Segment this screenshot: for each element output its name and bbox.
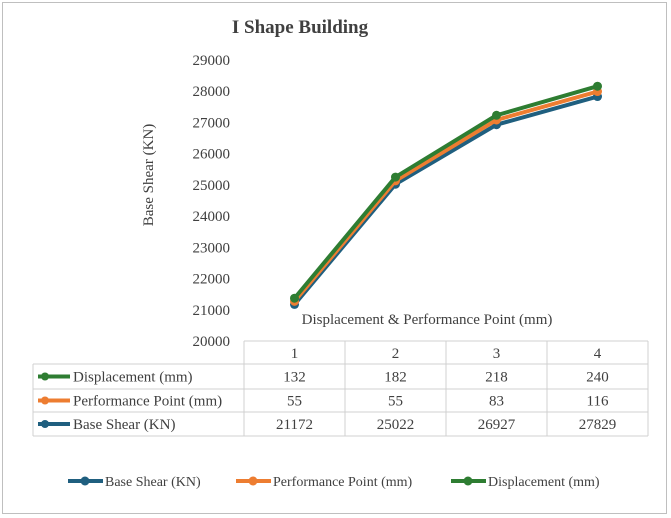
legend: Base Shear (KN) Performance Point (mm) Dis… bbox=[68, 475, 600, 490]
legend-label: Displacement (mm) bbox=[488, 475, 600, 490]
y-tick-label: 23000 bbox=[193, 240, 231, 256]
y-tick-label: 25000 bbox=[193, 178, 231, 194]
table-cell: 27829 bbox=[579, 417, 617, 433]
chart-frame bbox=[2, 2, 667, 514]
y-tick-label: 20000 bbox=[193, 334, 231, 350]
y-tick-label: 21000 bbox=[193, 303, 231, 319]
series-line bbox=[292, 89, 599, 303]
table-cell: 116 bbox=[587, 394, 609, 410]
category-label: 1 bbox=[291, 346, 299, 362]
table-cell: 218 bbox=[485, 370, 508, 386]
table-legend-key-marker bbox=[41, 396, 49, 405]
series-line bbox=[292, 94, 599, 306]
legend-key-marker bbox=[463, 476, 473, 486]
series-point bbox=[492, 110, 501, 120]
y-tick-label: 28000 bbox=[193, 84, 231, 100]
table-row-label: Base Shear (KN) bbox=[73, 417, 175, 433]
chart-title: I Shape Building bbox=[232, 17, 369, 38]
table-row-label: Performance Point (mm) bbox=[73, 394, 222, 410]
legend-label: Base Shear (KN) bbox=[105, 475, 201, 490]
table-cell: 132 bbox=[283, 370, 306, 386]
table-row-label: Displacement (mm) bbox=[73, 370, 193, 386]
table-cell: 55 bbox=[287, 394, 302, 410]
series-point bbox=[290, 293, 299, 303]
y-tick-label: 22000 bbox=[193, 272, 231, 288]
table-cell: 240 bbox=[586, 370, 609, 386]
y-axis-ticks: 20000 21000 22000 23000 24000 25000 26000 27000… bbox=[193, 53, 231, 350]
table-cell: 182 bbox=[384, 370, 407, 386]
table-cell: 25022 bbox=[377, 417, 415, 433]
x-axis-label: Displacement & Performance Point (mm) bbox=[302, 312, 553, 328]
series-line bbox=[292, 84, 599, 300]
table-cell: 21172 bbox=[276, 417, 313, 433]
category-label: 3 bbox=[493, 346, 501, 362]
data-table: 1 2 3 4 Displacement (mm) 132 182 218 240 Perform… bbox=[32, 340, 649, 437]
table-cell: 55 bbox=[388, 394, 403, 410]
table-legend-key-marker bbox=[41, 420, 49, 428]
legend-key-marker bbox=[80, 476, 90, 486]
series-point bbox=[391, 172, 400, 182]
series-point bbox=[593, 81, 602, 91]
table-legend-key-marker bbox=[41, 372, 49, 381]
legend-label: Performance Point (mm) bbox=[273, 475, 413, 490]
y-tick-label: 26000 bbox=[193, 147, 231, 163]
category-label: 4 bbox=[594, 346, 602, 362]
legend-key-marker bbox=[248, 476, 258, 486]
plot-lines bbox=[290, 81, 602, 309]
table-cell: 26927 bbox=[478, 417, 516, 433]
y-tick-label: 27000 bbox=[193, 115, 231, 131]
y-axis-label: Base Shear (KN) bbox=[141, 124, 157, 226]
category-label: 2 bbox=[392, 346, 400, 362]
y-tick-label: 29000 bbox=[193, 53, 231, 69]
y-tick-label: 24000 bbox=[193, 209, 231, 225]
table-cell: 83 bbox=[489, 394, 504, 410]
